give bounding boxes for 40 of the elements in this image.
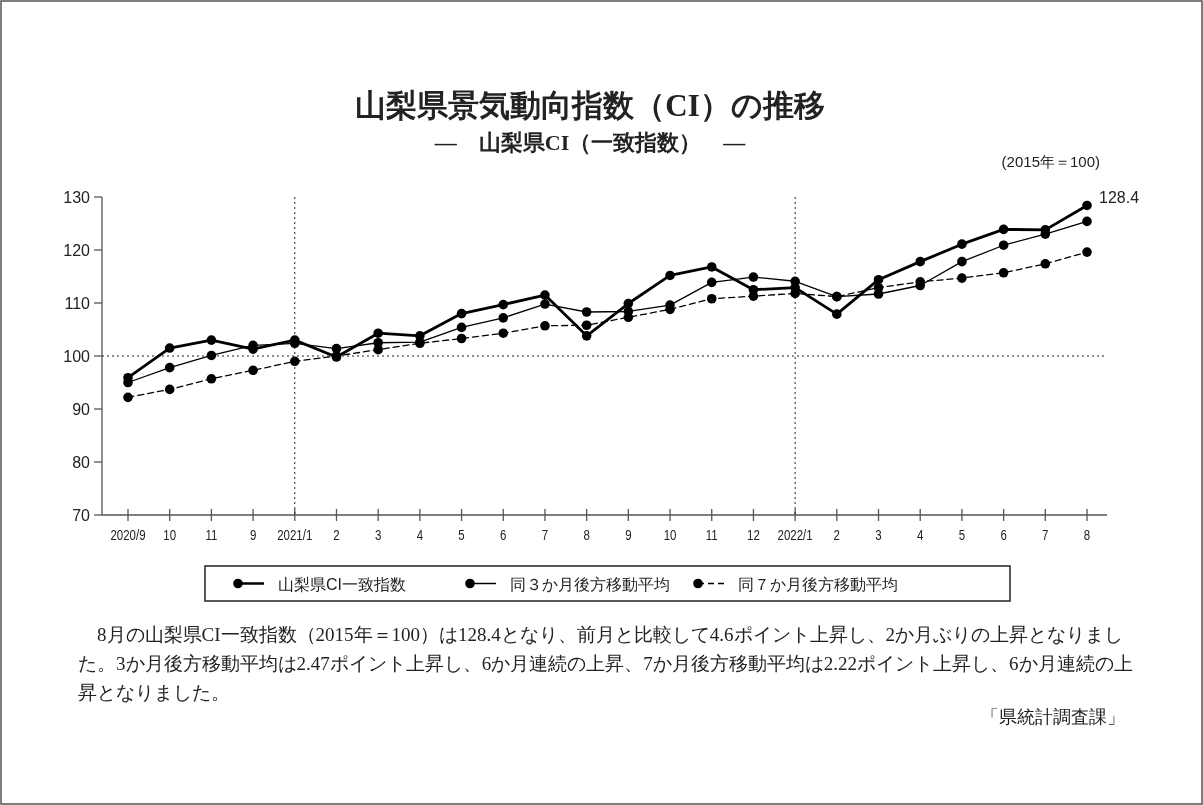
y-tick-label: 90 <box>72 401 91 418</box>
x-tick-label: 2020/9 <box>110 526 146 544</box>
x-tick-label: 12 <box>747 526 760 544</box>
x-tick-label: 3 <box>875 526 882 544</box>
x-tick-label: 11 <box>205 526 218 544</box>
chart-title: 山梨県景気動向指数（CI）の推移 <box>355 88 825 123</box>
x-tick-label: 9 <box>625 526 632 544</box>
x-tick-label: 4 <box>416 526 424 544</box>
x-tick-label: 2 <box>833 526 841 544</box>
x-tick-label: 6 <box>1000 526 1007 544</box>
y-tick-label: 110 <box>64 295 91 312</box>
y-tick-label: 70 <box>72 507 91 524</box>
legend-label: 同７か月後方移動平均 <box>738 575 898 593</box>
x-tick-label: 5 <box>458 526 465 544</box>
x-tick-label: 9 <box>249 526 257 544</box>
x-tick-label: 8 <box>1083 526 1091 544</box>
x-tick-label: 7 <box>1042 526 1049 544</box>
data-label: 128.4 <box>1099 189 1140 207</box>
text: (2015年＝100) <box>1001 153 1100 170</box>
x-tick-label: 8 <box>583 526 590 544</box>
legend-label: 山梨県CI一致指数 <box>278 575 406 593</box>
x-tick-label: 6 <box>500 526 507 544</box>
chart-subtitle: — 山梨県CI（一致指数） — <box>433 130 747 155</box>
x-tick-label: 2 <box>333 526 340 544</box>
x-tick-label: 10 <box>163 526 177 544</box>
x-tick-label: 2021/1 <box>277 526 313 544</box>
x-tick-label: 5 <box>958 526 966 544</box>
y-tick-label: 130 <box>63 189 91 206</box>
text: 8月の山梨県CI一致指数（2015年＝100）は128.4となり、前月と比較して4.6ポイント上昇し、2か月ぶりの上昇となりました。3か月後方移動平均は2.47ポイント上昇し、6か月連続の上昇、7か月後方移動平均は2.22ポイント上昇し、6か月連続の上昇となりました。 <box>78 623 1134 705</box>
x-tick-label: 10 <box>663 526 677 544</box>
y-tick-label: 80 <box>72 454 91 471</box>
y-tick-label: 100 <box>63 348 91 365</box>
y-tick-label: 120 <box>63 242 91 259</box>
text: 「県統計調査課」 <box>981 706 1125 729</box>
legend-label: 同３か月後方移動平均 <box>510 575 670 593</box>
x-tick-label: 3 <box>374 526 382 544</box>
x-tick-label: 4 <box>917 526 924 544</box>
x-tick-label: 11 <box>705 526 718 544</box>
x-tick-label: 7 <box>541 526 549 544</box>
x-tick-label: 2022/1 <box>777 526 813 544</box>
